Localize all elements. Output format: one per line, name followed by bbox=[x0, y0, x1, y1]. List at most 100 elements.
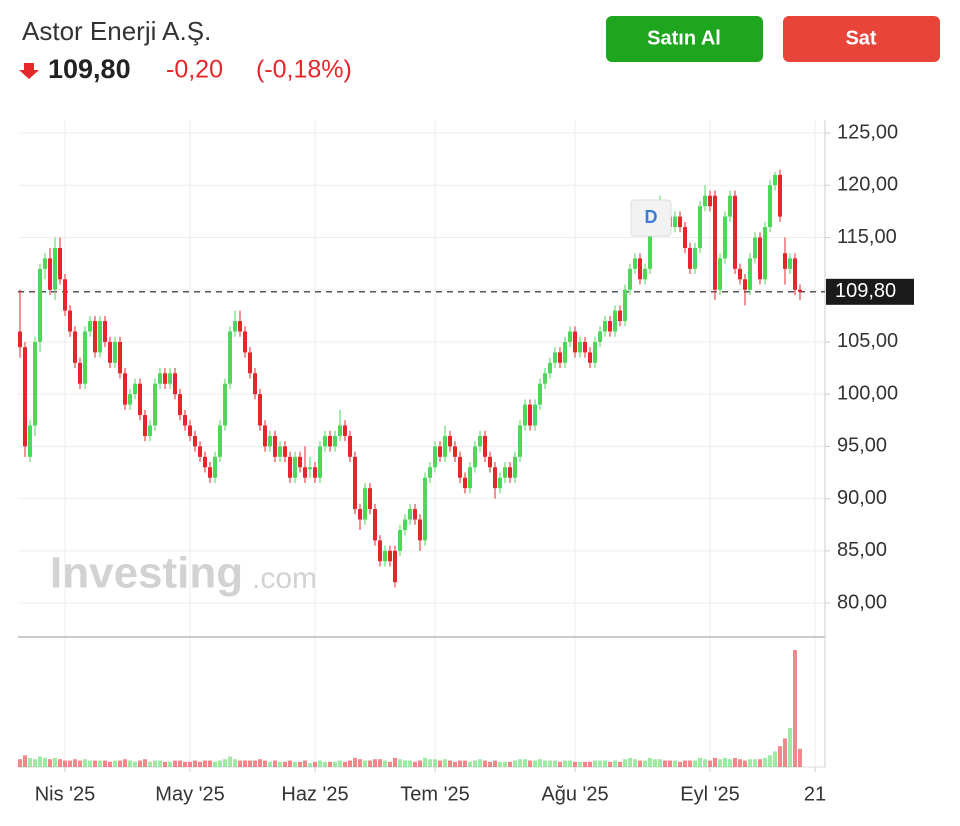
volume-bar bbox=[418, 760, 422, 767]
candle-body bbox=[178, 394, 182, 416]
volume-bar bbox=[93, 760, 97, 767]
candle-body bbox=[778, 174, 782, 217]
volume-bar bbox=[483, 760, 487, 767]
candle-body bbox=[343, 425, 347, 436]
volume-bar bbox=[23, 755, 27, 767]
volume-bar bbox=[758, 759, 762, 767]
candle-body bbox=[268, 435, 272, 447]
candle-body bbox=[568, 331, 572, 342]
volume-bar bbox=[373, 759, 377, 767]
y-tick-label: 80,00 bbox=[837, 591, 887, 613]
volume-bar bbox=[158, 760, 162, 767]
candle-body bbox=[433, 446, 437, 468]
volume-bar bbox=[603, 760, 607, 767]
volume-bar bbox=[558, 761, 562, 767]
candle-body bbox=[763, 227, 767, 280]
y-tick-label: 115,00 bbox=[837, 226, 897, 248]
volume-bar bbox=[628, 757, 632, 767]
volume-bar bbox=[283, 761, 287, 767]
volume-bar bbox=[323, 761, 327, 767]
buy-button[interactable] bbox=[606, 16, 763, 62]
volume-bar bbox=[153, 760, 157, 767]
candle-body bbox=[548, 362, 552, 374]
candle-body bbox=[203, 456, 207, 468]
candle-body bbox=[233, 321, 237, 332]
candle-body bbox=[688, 247, 692, 269]
volume-bar bbox=[423, 757, 427, 767]
candle-body bbox=[678, 216, 682, 228]
candle-body bbox=[393, 550, 397, 583]
volume-bar bbox=[508, 761, 512, 767]
grid bbox=[18, 120, 825, 767]
watermark: Investing bbox=[50, 549, 243, 598]
candle-body bbox=[318, 446, 322, 478]
volume-bar bbox=[233, 759, 237, 767]
volume-bar bbox=[108, 761, 112, 767]
volume-bar bbox=[273, 760, 277, 767]
volume-bar bbox=[98, 760, 102, 767]
volume-bar bbox=[143, 759, 147, 767]
volume-bar bbox=[513, 760, 517, 767]
candle-body bbox=[608, 321, 612, 332]
marker-box bbox=[630, 199, 672, 237]
volume-bar bbox=[748, 759, 752, 767]
sell-label[interactable]: Sat bbox=[845, 27, 876, 49]
candle-body bbox=[283, 446, 287, 457]
candle-body bbox=[223, 383, 227, 426]
candle-body bbox=[413, 509, 417, 520]
volume-bar bbox=[88, 760, 92, 767]
candle-body bbox=[228, 331, 232, 384]
candle-body bbox=[638, 258, 642, 280]
candle-body bbox=[298, 456, 302, 468]
sell-button[interactable] bbox=[783, 16, 940, 62]
volume-bar bbox=[43, 757, 47, 767]
candle-body bbox=[563, 341, 567, 363]
volume-bar bbox=[663, 760, 667, 767]
candle-body bbox=[648, 227, 652, 269]
volume-bar bbox=[168, 761, 172, 767]
candle-body bbox=[288, 456, 292, 478]
candle-body bbox=[303, 467, 307, 478]
candle-body bbox=[613, 310, 617, 332]
candle-body bbox=[708, 195, 712, 207]
volume-bar bbox=[623, 759, 627, 767]
candle-body bbox=[363, 488, 367, 520]
candle-body bbox=[723, 216, 727, 259]
volume-bar bbox=[193, 760, 197, 767]
candle-body bbox=[68, 310, 72, 332]
y-tick-label: 100,00 bbox=[837, 382, 898, 404]
candle-body bbox=[768, 185, 772, 228]
change: -0,20 bbox=[166, 56, 223, 84]
candle-body bbox=[218, 425, 222, 457]
candle-body bbox=[728, 195, 732, 217]
candle-body bbox=[618, 310, 622, 322]
candle-body bbox=[693, 247, 697, 269]
volume-bar bbox=[578, 761, 582, 767]
candle-body bbox=[253, 373, 257, 395]
candle-body bbox=[793, 258, 797, 290]
candle-body bbox=[573, 331, 577, 353]
x-tick-label: Nis '25 bbox=[35, 783, 96, 805]
candle-body bbox=[423, 477, 427, 541]
x-tick-label: 21 bbox=[804, 783, 826, 805]
volume-bar bbox=[743, 760, 747, 767]
volume-bar bbox=[468, 761, 472, 767]
candle-body bbox=[308, 467, 312, 470]
volume-bar bbox=[428, 759, 432, 767]
volume-bar bbox=[58, 759, 62, 767]
buy-label[interactable]: Satın Al bbox=[647, 27, 721, 49]
candle-body bbox=[113, 341, 117, 363]
candle-body bbox=[593, 341, 597, 363]
volume-bar bbox=[363, 760, 367, 767]
volume-bar bbox=[463, 760, 467, 767]
volume-bar bbox=[783, 738, 787, 767]
volume-bar bbox=[703, 759, 707, 767]
candle-body bbox=[193, 435, 197, 447]
last-price-label: 109,80 bbox=[835, 280, 896, 302]
x-tick-label: May '25 bbox=[155, 783, 224, 805]
volume-bar bbox=[673, 760, 677, 767]
candle-body bbox=[18, 331, 22, 348]
price: 109,80 bbox=[48, 54, 131, 84]
candle-body bbox=[623, 289, 627, 322]
candle-body bbox=[198, 446, 202, 457]
